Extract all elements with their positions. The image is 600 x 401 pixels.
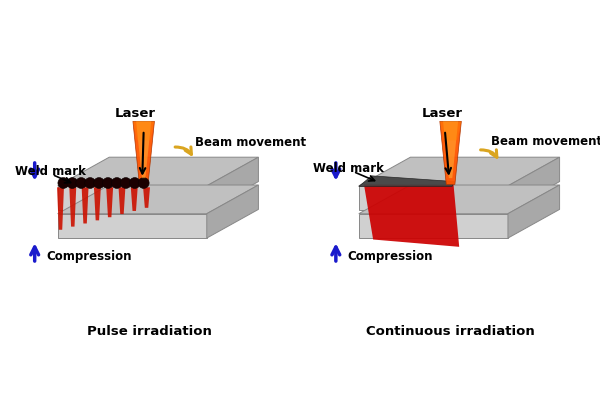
Circle shape bbox=[112, 178, 122, 188]
Text: Laser: Laser bbox=[421, 107, 463, 120]
Text: Weld mark: Weld mark bbox=[313, 162, 384, 175]
Polygon shape bbox=[207, 157, 259, 210]
Circle shape bbox=[76, 178, 86, 188]
Polygon shape bbox=[58, 186, 207, 210]
Polygon shape bbox=[440, 122, 461, 140]
Circle shape bbox=[103, 178, 113, 188]
Circle shape bbox=[58, 178, 69, 188]
Circle shape bbox=[85, 178, 95, 188]
Polygon shape bbox=[359, 176, 455, 186]
Polygon shape bbox=[58, 214, 207, 238]
Polygon shape bbox=[440, 122, 461, 184]
Polygon shape bbox=[359, 157, 560, 186]
Polygon shape bbox=[359, 214, 508, 238]
Polygon shape bbox=[359, 185, 560, 214]
Circle shape bbox=[94, 178, 104, 188]
Polygon shape bbox=[364, 184, 459, 247]
Polygon shape bbox=[443, 122, 458, 178]
Polygon shape bbox=[70, 187, 76, 227]
Text: Pulse irradiation: Pulse irradiation bbox=[87, 325, 212, 338]
Polygon shape bbox=[143, 187, 150, 208]
Polygon shape bbox=[131, 187, 137, 211]
Polygon shape bbox=[58, 185, 259, 214]
Text: Beam movement: Beam movement bbox=[196, 136, 307, 149]
Text: Beam movement: Beam movement bbox=[491, 135, 600, 148]
Polygon shape bbox=[508, 185, 560, 238]
Polygon shape bbox=[58, 157, 259, 186]
Polygon shape bbox=[207, 185, 259, 238]
Polygon shape bbox=[359, 186, 508, 210]
Polygon shape bbox=[508, 157, 560, 210]
Circle shape bbox=[130, 178, 140, 188]
Polygon shape bbox=[119, 187, 125, 214]
Text: Laser: Laser bbox=[115, 107, 155, 120]
Polygon shape bbox=[57, 187, 64, 230]
Circle shape bbox=[121, 178, 131, 188]
Polygon shape bbox=[136, 122, 151, 178]
Circle shape bbox=[138, 178, 149, 188]
Circle shape bbox=[67, 178, 78, 188]
Text: Weld mark: Weld mark bbox=[14, 165, 85, 178]
Text: Continuous irradiation: Continuous irradiation bbox=[366, 325, 535, 338]
Polygon shape bbox=[94, 187, 101, 221]
Polygon shape bbox=[106, 187, 113, 217]
Polygon shape bbox=[133, 122, 154, 140]
Text: Compression: Compression bbox=[347, 249, 433, 263]
Text: Compression: Compression bbox=[46, 249, 131, 263]
Polygon shape bbox=[82, 187, 89, 223]
Polygon shape bbox=[133, 122, 154, 184]
